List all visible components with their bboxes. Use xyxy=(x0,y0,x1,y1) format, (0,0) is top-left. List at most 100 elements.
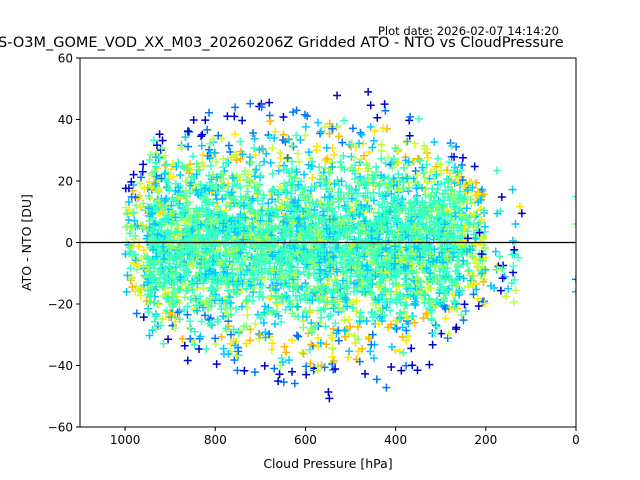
data-point xyxy=(278,357,287,366)
data-point xyxy=(515,202,524,211)
data-point xyxy=(333,91,342,100)
data-point xyxy=(292,331,301,340)
y-tick: −40 xyxy=(48,359,80,373)
data-point xyxy=(304,148,313,157)
data-point xyxy=(270,364,279,373)
data-point xyxy=(250,143,259,152)
data-point xyxy=(260,157,269,166)
data-point xyxy=(277,353,286,362)
data-point xyxy=(357,130,366,139)
data-point xyxy=(321,163,330,172)
data-point xyxy=(138,167,147,176)
data-point xyxy=(280,342,289,351)
data-point xyxy=(321,156,330,165)
y-tick: −60 xyxy=(48,421,80,435)
data-point xyxy=(298,348,307,357)
data-point xyxy=(329,150,338,159)
data-point xyxy=(345,347,354,356)
data-point xyxy=(468,183,477,192)
x-tick-label: 200 xyxy=(474,433,497,447)
x-axis-label: Cloud Pressure [hPa] xyxy=(263,456,392,471)
data-point xyxy=(404,187,413,196)
data-point xyxy=(288,336,297,345)
data-point xyxy=(491,247,500,256)
data-point xyxy=(366,122,375,131)
data-point xyxy=(231,130,240,139)
data-point xyxy=(317,313,326,322)
data-point xyxy=(204,108,213,117)
data-point xyxy=(405,116,414,125)
data-point xyxy=(327,331,336,340)
data-point xyxy=(369,354,378,363)
data-point xyxy=(131,231,140,240)
data-point xyxy=(293,302,302,311)
x-tick: 600 xyxy=(294,427,317,447)
data-point xyxy=(474,301,483,310)
data-point xyxy=(292,106,301,115)
x-tick: 400 xyxy=(384,427,407,447)
data-point xyxy=(509,297,518,306)
data-point xyxy=(470,162,479,171)
data-point xyxy=(283,153,292,162)
data-point xyxy=(323,280,332,289)
data-point xyxy=(497,192,506,201)
data-point xyxy=(203,125,212,134)
data-point xyxy=(307,340,316,349)
data-point xyxy=(246,325,255,334)
data-point xyxy=(397,366,406,375)
y-tick-label: 20 xyxy=(58,175,73,189)
data-point xyxy=(308,174,317,183)
data-point xyxy=(180,341,189,350)
data-point xyxy=(256,171,265,180)
y-tick-label: −60 xyxy=(48,421,73,435)
data-point xyxy=(226,148,235,157)
data-point xyxy=(458,161,467,170)
data-point xyxy=(511,220,520,229)
data-point xyxy=(181,293,190,302)
y-tick-label: −40 xyxy=(48,359,73,373)
data-point xyxy=(392,316,401,325)
data-point xyxy=(184,142,193,151)
x-tick: 800 xyxy=(204,427,227,447)
data-point xyxy=(329,365,338,374)
data-point xyxy=(353,322,362,331)
data-point xyxy=(427,316,436,325)
data-point xyxy=(197,132,206,141)
data-point xyxy=(206,161,215,170)
data-point xyxy=(402,336,411,345)
data-point xyxy=(271,127,280,136)
data-point xyxy=(345,330,354,339)
data-point xyxy=(451,325,460,334)
data-point xyxy=(249,128,258,137)
data-point xyxy=(189,116,198,125)
plot-date: Plot date: 2026-02-07 14:14:20 xyxy=(378,24,559,38)
data-point xyxy=(322,143,331,152)
data-point xyxy=(413,366,422,375)
data-point xyxy=(508,185,517,194)
data-point xyxy=(294,332,303,341)
data-point xyxy=(461,307,470,316)
data-point xyxy=(122,287,131,296)
data-point xyxy=(340,116,349,125)
chart-title: S-O3M_GOME_VOD_XX_M03_20260206Z Gridded … xyxy=(0,35,640,51)
data-point xyxy=(124,215,133,224)
data-point xyxy=(452,142,461,151)
data-point xyxy=(423,311,432,320)
data-point xyxy=(322,154,331,163)
data-point xyxy=(236,137,245,146)
data-point xyxy=(301,122,310,131)
x-tick-label: 1000 xyxy=(110,433,141,447)
data-point xyxy=(176,170,185,179)
data-point xyxy=(266,117,275,126)
data-point xyxy=(324,388,333,397)
data-point xyxy=(377,140,386,149)
data-point xyxy=(250,368,259,377)
data-point xyxy=(243,187,252,196)
data-point xyxy=(380,100,389,109)
x-tick-label: 600 xyxy=(294,433,317,447)
data-point xyxy=(266,158,275,167)
data-point xyxy=(377,154,386,163)
data-point xyxy=(410,139,419,148)
data-point xyxy=(265,98,274,107)
y-tick: 40 xyxy=(58,113,80,127)
